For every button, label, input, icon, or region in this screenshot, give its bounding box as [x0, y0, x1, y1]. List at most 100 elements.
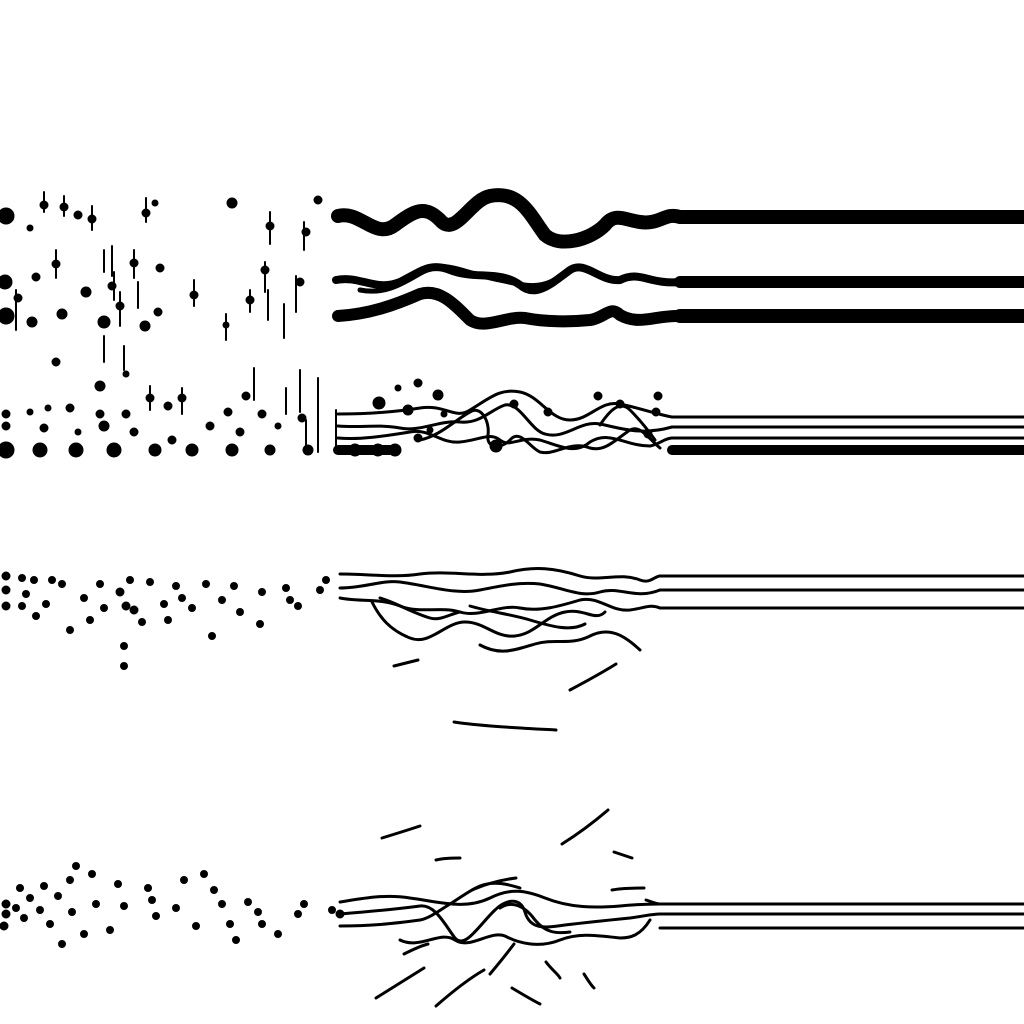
floating-stroke: [374, 966, 426, 1000]
ink-droplet: [16, 884, 24, 892]
ink-droplet: [167, 435, 177, 445]
ink-droplet: [120, 902, 128, 910]
ink-droplet: [226, 920, 234, 928]
ink-droplet: [0, 921, 9, 931]
ink-droplet: [426, 426, 434, 434]
ink-droplet: [372, 396, 386, 410]
ink-droplet: [106, 926, 114, 934]
ink-droplet: [139, 320, 151, 332]
ink-droplet: [643, 429, 653, 439]
ink-droplet: [0, 207, 15, 225]
ink-droplet: [164, 616, 172, 624]
ink-droplet: [202, 580, 210, 588]
ink-droplet: [129, 427, 139, 437]
ink-droplet: [218, 596, 226, 604]
ink-droplet: [286, 596, 294, 604]
ink-droplet: [274, 422, 282, 430]
ink-droplet: [18, 602, 26, 610]
ink-droplet: [66, 876, 74, 884]
floating-stroke: [610, 886, 646, 892]
ink-droplet: [297, 413, 307, 423]
ink-droplet: [185, 443, 199, 457]
ink-droplet: [178, 594, 186, 602]
ink-droplet: [126, 576, 134, 584]
ink-droplet: [32, 612, 40, 620]
ink-droplet: [151, 199, 159, 207]
ink-droplet: [148, 896, 156, 904]
ink-droplet: [114, 880, 122, 888]
ink-droplet: [258, 588, 266, 596]
ink-droplet: [371, 443, 385, 457]
ink-droplet: [58, 940, 66, 948]
ink-droplet: [146, 578, 154, 586]
ink-droplet: [615, 399, 625, 409]
ink-droplet: [232, 936, 240, 944]
ink-droplet: [200, 870, 208, 878]
ink-droplet: [96, 580, 104, 588]
ink-droplet: [413, 433, 423, 443]
ink-droplet: [106, 442, 122, 458]
thin-wavy-line: [498, 903, 572, 935]
thin-wavy-line: [338, 567, 662, 583]
band-thin-scattered-lines: [0, 808, 1024, 1008]
ink-droplet: [120, 662, 128, 670]
drip-marks: [15, 191, 305, 371]
ink-droplet: [322, 576, 330, 584]
ink-droplet: [1, 409, 11, 419]
floating-stroke: [560, 808, 610, 846]
ink-droplet: [226, 197, 238, 209]
ink-droplet: [651, 407, 661, 417]
ink-droplet: [129, 605, 139, 615]
ink-droplet: [294, 602, 302, 610]
ink-droplet: [256, 620, 264, 628]
thin-wavy-line: [418, 408, 662, 455]
ink-droplet: [172, 582, 180, 590]
droplet-cluster: [0, 378, 663, 459]
ink-droplet: [241, 391, 251, 401]
ink-droplet: [489, 439, 503, 453]
ink-droplet: [160, 600, 168, 608]
ink-droplet: [328, 906, 336, 914]
droplet-cluster: [1, 571, 330, 670]
ink-droplet: [225, 443, 239, 457]
ink-droplet: [26, 894, 34, 902]
ink-droplet: [1, 585, 11, 595]
ink-droplet: [153, 307, 163, 317]
ink-droplet: [68, 908, 76, 916]
ink-droplet: [48, 576, 56, 584]
floating-stroke: [470, 876, 518, 892]
thick-wavy-line: [331, 188, 687, 249]
ink-droplet: [313, 195, 323, 205]
band-mixed-wavy-lines: [0, 367, 1024, 459]
ink-droplet: [68, 442, 84, 458]
thin-wavy-line: [468, 604, 587, 630]
ink-droplet: [302, 444, 314, 456]
ink-droplet: [402, 404, 414, 416]
ink-droplet: [218, 900, 226, 908]
ink-droplet: [115, 587, 125, 597]
ink-droplet: [18, 574, 26, 582]
ink-droplet: [20, 914, 28, 922]
ink-droplet: [88, 870, 96, 878]
ink-droplet: [121, 601, 131, 611]
ink-droplet: [208, 632, 216, 640]
ink-droplet: [74, 428, 82, 436]
ink-droplet: [1, 909, 11, 919]
droplet-cluster: [0, 195, 323, 392]
ink-droplet: [26, 408, 34, 416]
ink-droplet: [86, 616, 94, 624]
ink-droplet: [65, 403, 75, 413]
ink-droplet: [295, 277, 305, 287]
ink-droplet: [316, 586, 324, 594]
ink-droplet: [97, 315, 111, 329]
drip-marks: [149, 367, 337, 455]
band-thick-wavy-lines: [0, 188, 1024, 392]
ink-droplet: [509, 399, 519, 409]
ink-droplet: [138, 618, 146, 626]
floating-stroke: [568, 662, 618, 692]
floating-stroke: [380, 824, 422, 840]
ink-droplet: [58, 580, 66, 588]
ink-droplet: [172, 904, 180, 912]
ink-droplet: [163, 401, 173, 411]
